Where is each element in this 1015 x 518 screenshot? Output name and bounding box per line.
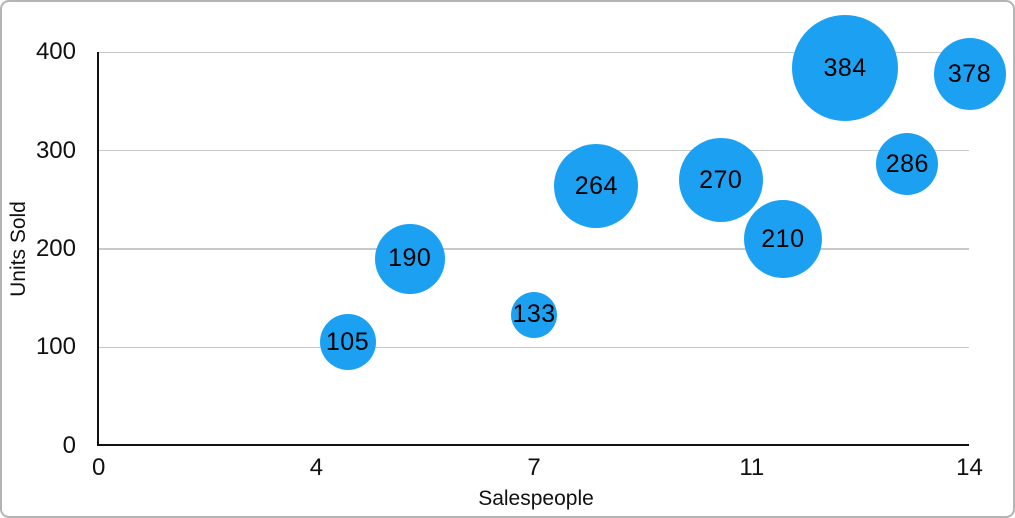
bubble-label: 384 [823,53,867,82]
y-axis-line [96,52,99,446]
y-tick-label-200: 200 [35,234,76,262]
x-axis-line [96,444,970,446]
x-tick-label-7: 7 [527,454,541,481]
bubble-264: 264 [554,144,639,229]
y-tick-label-400: 400 [35,38,76,66]
bubble-210: 210 [743,200,822,279]
bubble-label: 190 [388,244,432,273]
bubble-105: 105 [319,314,376,371]
x-tick-label-0: 0 [92,454,106,481]
gridline-y-300 [98,149,970,152]
bubble-label: 105 [325,327,370,356]
bubble-190: 190 [374,223,445,294]
bubble-133: 133 [511,291,558,338]
bubble-384: 384 [792,15,899,122]
y-tick-label-100: 100 [35,333,76,361]
bubble-270: 270 [678,138,763,223]
y-tick-label-0: 0 [62,431,76,459]
bubble-label: 270 [699,165,743,194]
bubble-label: 210 [761,224,805,253]
bubble-378: 378 [933,38,1006,111]
gridline-y-400 [98,51,970,54]
bubble-label: 378 [947,59,992,88]
bubble-label: 133 [512,300,556,329]
y-tick-label-300: 300 [35,136,76,164]
x-tick-label-4: 4 [309,454,324,481]
bubble-label: 264 [574,171,618,200]
bubble-286: 286 [876,133,939,196]
gridline-y-200 [98,248,970,250]
x-tick-label-11: 11 [739,454,765,481]
x-axis-title: Salespeople [478,487,594,510]
y-axis-title: Units Sold [7,201,30,297]
x-tick-label-14: 14 [956,454,983,481]
bubble-label: 286 [885,149,929,178]
gridline-y-100 [98,346,970,348]
